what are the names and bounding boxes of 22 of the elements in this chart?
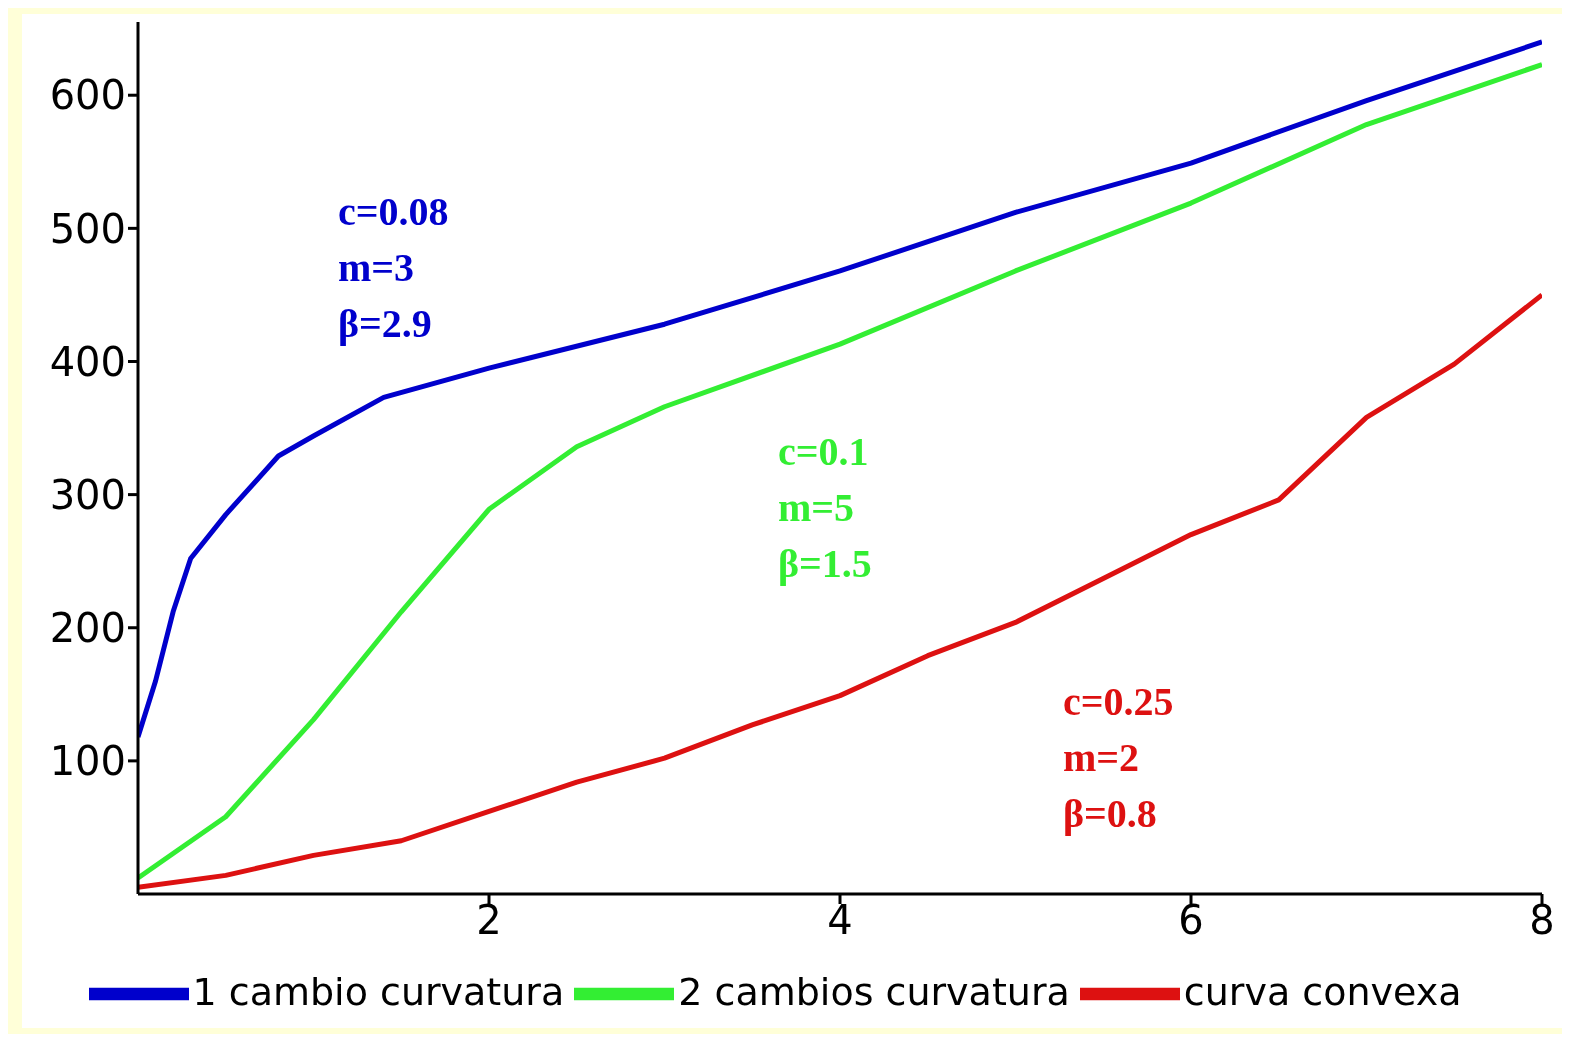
x-tick-label: 4 [827,897,853,944]
y-tick-label: 400 [49,338,126,385]
y-tick-label: 300 [49,471,126,518]
y-tick-label: 500 [49,205,126,252]
annotation: c=0.25 [1063,678,1174,725]
annotation: m=5 [778,484,855,531]
annotation: m=2 [1063,734,1140,781]
annotation: c=0.1 [778,428,869,475]
y-tick-label: 100 [49,738,126,785]
annotation: m=3 [338,244,415,291]
legend-label: 2 cambios curvatura [678,969,1070,1014]
x-tick-label: 8 [1529,897,1555,944]
legend-label: 1 cambio curvatura [192,969,565,1014]
y-tick-label: 200 [49,604,126,651]
x-tick-label: 6 [1178,897,1204,944]
annotation: β=1.5 [778,540,872,587]
annotation: β=0.8 [1063,790,1157,837]
annotation: β=2.9 [338,300,432,347]
x-tick-label: 2 [476,897,502,944]
legend-label: curva convexa [1183,969,1462,1014]
y-tick-label: 600 [49,72,126,119]
annotation: c=0.08 [338,188,449,235]
